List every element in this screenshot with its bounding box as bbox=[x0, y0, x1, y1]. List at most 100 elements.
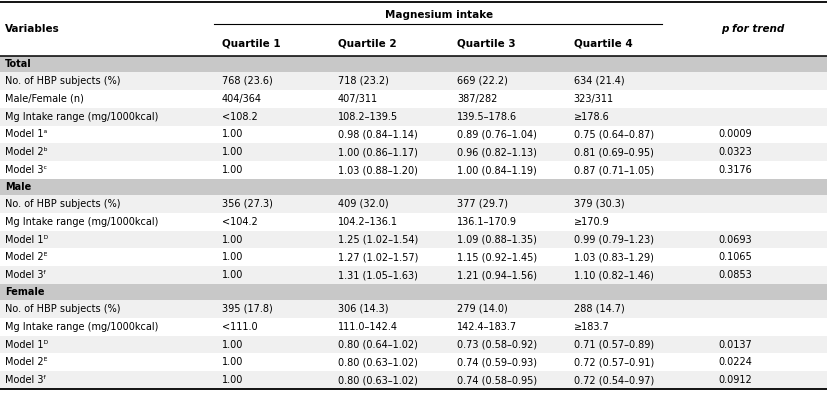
Text: 0.80 (0.63–1.02): 0.80 (0.63–1.02) bbox=[337, 358, 417, 367]
Text: 0.0009: 0.0009 bbox=[718, 129, 752, 139]
Text: ≥183.7: ≥183.7 bbox=[573, 322, 609, 332]
Text: 0.81 (0.69–0.95): 0.81 (0.69–0.95) bbox=[573, 148, 653, 157]
Text: 387/282: 387/282 bbox=[457, 94, 497, 104]
Text: 0.0693: 0.0693 bbox=[718, 235, 752, 245]
Bar bbox=[0, 143, 827, 161]
Text: 1.00 (0.86–1.17): 1.00 (0.86–1.17) bbox=[337, 148, 417, 157]
Text: 0.72 (0.54–0.97): 0.72 (0.54–0.97) bbox=[573, 375, 653, 385]
Bar bbox=[0, 353, 827, 371]
Text: 1.25 (1.02–1.54): 1.25 (1.02–1.54) bbox=[337, 235, 418, 245]
Bar bbox=[0, 300, 827, 318]
Bar bbox=[0, 179, 827, 195]
Text: 377 (29.7): 377 (29.7) bbox=[457, 199, 508, 209]
Bar bbox=[0, 195, 827, 213]
Text: 0.1065: 0.1065 bbox=[718, 252, 752, 262]
Text: Quartile 4: Quartile 4 bbox=[573, 38, 632, 48]
Bar bbox=[0, 212, 827, 231]
Text: 0.0912: 0.0912 bbox=[718, 375, 752, 385]
Text: Quartile 2: Quartile 2 bbox=[337, 38, 396, 48]
Text: 108.2–139.5: 108.2–139.5 bbox=[337, 112, 398, 122]
Text: 0.3176: 0.3176 bbox=[718, 165, 752, 175]
Text: 379 (30.3): 379 (30.3) bbox=[573, 199, 624, 209]
Text: Model 1ᴰ: Model 1ᴰ bbox=[5, 235, 48, 245]
Text: <108.2: <108.2 bbox=[222, 112, 257, 122]
Text: ≥170.9: ≥170.9 bbox=[573, 217, 609, 226]
Bar bbox=[0, 108, 827, 126]
Text: Model 3ᶠ: Model 3ᶠ bbox=[5, 270, 46, 280]
Text: 1.00: 1.00 bbox=[222, 270, 243, 280]
Bar bbox=[0, 284, 827, 300]
Text: 356 (27.3): 356 (27.3) bbox=[222, 199, 272, 209]
Bar bbox=[0, 335, 827, 353]
Bar bbox=[0, 371, 827, 389]
Text: 104.2–136.1: 104.2–136.1 bbox=[337, 217, 397, 226]
Text: 0.80 (0.64–1.02): 0.80 (0.64–1.02) bbox=[337, 339, 417, 349]
Text: 0.74 (0.58–0.95): 0.74 (0.58–0.95) bbox=[457, 375, 537, 385]
Text: 1.00: 1.00 bbox=[222, 375, 243, 385]
Text: 1.10 (0.82–1.46): 1.10 (0.82–1.46) bbox=[573, 270, 653, 280]
Text: 768 (23.6): 768 (23.6) bbox=[222, 76, 272, 86]
Text: 669 (22.2): 669 (22.2) bbox=[457, 76, 507, 86]
Text: 0.74 (0.59–0.93): 0.74 (0.59–0.93) bbox=[457, 358, 537, 367]
Text: 1.00: 1.00 bbox=[222, 358, 243, 367]
Text: 718 (23.2): 718 (23.2) bbox=[337, 76, 388, 86]
Bar bbox=[0, 72, 827, 90]
Text: No. of HBP subjects (%): No. of HBP subjects (%) bbox=[5, 304, 120, 314]
Text: Mg Intake range (mg/1000kcal): Mg Intake range (mg/1000kcal) bbox=[5, 322, 158, 332]
Text: No. of HBP subjects (%): No. of HBP subjects (%) bbox=[5, 199, 120, 209]
Text: Total: Total bbox=[5, 59, 31, 69]
Bar bbox=[0, 266, 827, 284]
Text: 0.87 (0.71–1.05): 0.87 (0.71–1.05) bbox=[573, 165, 653, 175]
Text: 1.03 (0.88–1.20): 1.03 (0.88–1.20) bbox=[337, 165, 417, 175]
Text: 404/364: 404/364 bbox=[222, 94, 261, 104]
Text: 1.15 (0.92–1.45): 1.15 (0.92–1.45) bbox=[457, 252, 537, 262]
Text: Model 2ᵇ: Model 2ᵇ bbox=[5, 148, 48, 157]
Text: 1.00: 1.00 bbox=[222, 165, 243, 175]
Text: 0.89 (0.76–1.04): 0.89 (0.76–1.04) bbox=[457, 129, 536, 139]
Text: 1.03 (0.83–1.29): 1.03 (0.83–1.29) bbox=[573, 252, 653, 262]
Text: 0.98 (0.84–1.14): 0.98 (0.84–1.14) bbox=[337, 129, 417, 139]
Text: 139.5–178.6: 139.5–178.6 bbox=[457, 112, 517, 122]
Text: Quartile 1: Quartile 1 bbox=[222, 38, 280, 48]
Text: 142.4–183.7: 142.4–183.7 bbox=[457, 322, 517, 332]
Text: 0.75 (0.64–0.87): 0.75 (0.64–0.87) bbox=[573, 129, 653, 139]
Text: 0.0323: 0.0323 bbox=[718, 148, 752, 157]
Text: 0.71 (0.57–0.89): 0.71 (0.57–0.89) bbox=[573, 339, 653, 349]
Bar bbox=[0, 56, 827, 72]
Text: 0.0137: 0.0137 bbox=[718, 339, 752, 349]
Text: Quartile 3: Quartile 3 bbox=[457, 38, 515, 48]
Text: 0.0224: 0.0224 bbox=[718, 358, 752, 367]
Text: 288 (14.7): 288 (14.7) bbox=[573, 304, 624, 314]
Bar bbox=[0, 161, 827, 179]
Text: 111.0–142.4: 111.0–142.4 bbox=[337, 322, 397, 332]
Text: Female: Female bbox=[5, 287, 45, 297]
Text: 279 (14.0): 279 (14.0) bbox=[457, 304, 507, 314]
Text: 1.00 (0.84–1.19): 1.00 (0.84–1.19) bbox=[457, 165, 536, 175]
Text: 1.00: 1.00 bbox=[222, 252, 243, 262]
Text: No. of HBP subjects (%): No. of HBP subjects (%) bbox=[5, 76, 120, 86]
Text: 1.27 (1.02–1.57): 1.27 (1.02–1.57) bbox=[337, 252, 418, 262]
Text: 1.21 (0.94–1.56): 1.21 (0.94–1.56) bbox=[457, 270, 537, 280]
Text: Model 1ᴰ: Model 1ᴰ bbox=[5, 339, 48, 349]
Text: 407/311: 407/311 bbox=[337, 94, 377, 104]
Text: Male/Female (n): Male/Female (n) bbox=[5, 94, 84, 104]
Bar bbox=[0, 318, 827, 335]
Text: <111.0: <111.0 bbox=[222, 322, 257, 332]
Text: Model 3ᶠ: Model 3ᶠ bbox=[5, 375, 46, 385]
Text: 409 (32.0): 409 (32.0) bbox=[337, 199, 388, 209]
Bar bbox=[0, 231, 827, 248]
Text: Model 1ᵃ: Model 1ᵃ bbox=[5, 129, 47, 139]
Text: 0.0853: 0.0853 bbox=[718, 270, 752, 280]
Text: 395 (17.8): 395 (17.8) bbox=[222, 304, 272, 314]
Text: Male: Male bbox=[5, 182, 31, 192]
Text: Mg Intake range (mg/1000kcal): Mg Intake range (mg/1000kcal) bbox=[5, 217, 158, 226]
Text: Variables: Variables bbox=[5, 24, 60, 34]
Text: 0.80 (0.63–1.02): 0.80 (0.63–1.02) bbox=[337, 375, 417, 385]
Text: 634 (21.4): 634 (21.4) bbox=[573, 76, 624, 86]
Text: Model 2ᴱ: Model 2ᴱ bbox=[5, 252, 47, 262]
Text: 0.73 (0.58–0.92): 0.73 (0.58–0.92) bbox=[457, 339, 537, 349]
Text: Model 2ᴱ: Model 2ᴱ bbox=[5, 358, 47, 367]
Text: 0.99 (0.79–1.23): 0.99 (0.79–1.23) bbox=[573, 235, 653, 245]
Text: 1.00: 1.00 bbox=[222, 339, 243, 349]
Text: 1.00: 1.00 bbox=[222, 129, 243, 139]
